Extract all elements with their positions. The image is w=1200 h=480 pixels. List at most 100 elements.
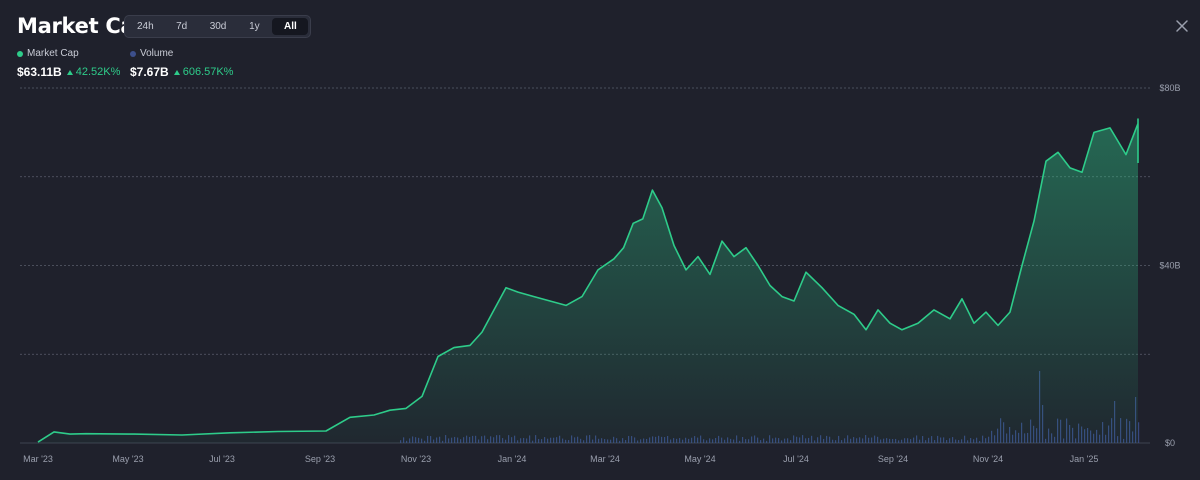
market-cap-point[interactable]: [612, 257, 616, 261]
volume-bar: [1138, 422, 1140, 443]
market-cap-point[interactable]: [516, 290, 520, 294]
market-cap-point[interactable]: [1080, 170, 1084, 174]
volume-metric: $7.67B 606.57K%: [130, 65, 233, 79]
market-cap-point[interactable]: [732, 255, 736, 259]
volume-change: 606.57K%: [173, 66, 233, 78]
market-cap-point[interactable]: [622, 246, 626, 250]
market-cap-point[interactable]: [984, 310, 988, 314]
market-cap-point[interactable]: [768, 283, 772, 287]
market-cap-point[interactable]: [1068, 166, 1072, 170]
market-cap-point[interactable]: [804, 270, 808, 274]
market-cap-point[interactable]: [1136, 122, 1140, 126]
market-cap-point[interactable]: [228, 431, 232, 435]
close-icon[interactable]: [1174, 18, 1190, 34]
market-cap-point[interactable]: [672, 244, 676, 248]
market-cap-point[interactable]: [660, 206, 664, 210]
market-cap-point[interactable]: [1136, 161, 1140, 165]
market-cap-change-text: 42.52K%: [75, 66, 121, 78]
market-cap-point[interactable]: [641, 217, 645, 221]
market-cap-line: [37, 118, 1139, 443]
market-cap-point[interactable]: [36, 440, 40, 444]
market-cap-point[interactable]: [1092, 130, 1096, 134]
market-cap-point[interactable]: [404, 406, 408, 410]
x-tick-label: Sep '23: [305, 454, 335, 464]
market-cap-point[interactable]: [684, 268, 688, 272]
x-tick-label: May '24: [684, 454, 715, 464]
market-cap-point[interactable]: [780, 295, 784, 299]
market-cap-point[interactable]: [960, 297, 964, 301]
legend-volume[interactable]: Volume: [130, 48, 173, 59]
market-cap-point[interactable]: [852, 312, 856, 316]
range-tab-24h[interactable]: 24h: [137, 21, 154, 32]
market-cap-point[interactable]: [1044, 159, 1048, 163]
x-tick-label: Jul '23: [209, 454, 235, 464]
market-cap-point[interactable]: [532, 295, 536, 299]
market-cap-area: [38, 119, 1138, 443]
range-tab-1y[interactable]: 1y: [249, 21, 260, 32]
market-cap-point[interactable]: [1008, 310, 1012, 314]
market-cap-point[interactable]: [372, 413, 376, 417]
market-cap-point[interactable]: [348, 415, 352, 419]
y-tick-label: $80B: [1159, 83, 1180, 93]
x-tick-label: Mar '23: [23, 454, 53, 464]
market-cap-point[interactable]: [864, 328, 868, 332]
market-cap-point[interactable]: [650, 188, 654, 192]
market-cap-point[interactable]: [180, 433, 184, 437]
market-cap-point[interactable]: [876, 308, 880, 312]
range-tab-30d[interactable]: 30d: [209, 21, 227, 32]
market-cap-point[interactable]: [948, 317, 952, 321]
market-cap-point[interactable]: [932, 308, 936, 312]
market-cap-point[interactable]: [720, 239, 724, 243]
x-tick-label: Sep '24: [878, 454, 908, 464]
market-cap-point[interactable]: [388, 408, 392, 412]
market-cap-point[interactable]: [1108, 126, 1112, 130]
market-cap-point[interactable]: [1124, 153, 1128, 157]
market-cap-point[interactable]: [696, 255, 700, 259]
time-range-selector: 24h 7d 30d 1y All: [124, 15, 312, 38]
market-cap-point[interactable]: [756, 264, 760, 268]
market-cap-point[interactable]: [596, 268, 600, 272]
market-cap-point[interactable]: [996, 323, 1000, 327]
market-cap-point[interactable]: [580, 295, 584, 299]
market-cap-point[interactable]: [1056, 150, 1060, 154]
market-cap-point[interactable]: [900, 328, 904, 332]
market-cap-point[interactable]: [548, 299, 552, 303]
range-tab-7d[interactable]: 7d: [176, 21, 188, 32]
market-cap-point[interactable]: [564, 303, 568, 307]
market-cap-point[interactable]: [52, 430, 56, 434]
market-cap-point[interactable]: [1020, 264, 1024, 268]
market-cap-change: 42.52K%: [66, 66, 121, 78]
market-cap-point[interactable]: [820, 286, 824, 290]
market-cap-point[interactable]: [492, 308, 496, 312]
x-tick-label: Jul '24: [783, 454, 809, 464]
market-cap-point[interactable]: [836, 303, 840, 307]
market-cap-point[interactable]: [480, 330, 484, 334]
market-cap-point[interactable]: [132, 432, 136, 436]
market-cap-point[interactable]: [324, 429, 328, 433]
legend-market-cap[interactable]: Market Cap: [17, 48, 79, 59]
market-cap-point[interactable]: [1032, 219, 1036, 223]
market-cap-point[interactable]: [972, 321, 976, 325]
market-cap-point[interactable]: [1136, 117, 1140, 121]
market-cap-point[interactable]: [276, 429, 280, 433]
market-cap-point[interactable]: [68, 432, 72, 436]
y-tick-label: $40B: [1159, 261, 1180, 271]
market-cap-point[interactable]: [436, 354, 440, 358]
legend-market-cap-label: Market Cap: [27, 48, 79, 59]
market-cap-point[interactable]: [708, 272, 712, 276]
market-cap-point[interactable]: [420, 394, 424, 398]
range-tab-all[interactable]: All: [272, 18, 309, 35]
market-cap-point[interactable]: [792, 299, 796, 303]
market-cap-point[interactable]: [916, 321, 920, 325]
x-tick-label: Nov '24: [973, 454, 1003, 464]
market-cap-point[interactable]: [631, 221, 635, 225]
market-cap-point[interactable]: [452, 346, 456, 350]
market-cap-point[interactable]: [504, 286, 508, 290]
market-cap-point[interactable]: [84, 432, 88, 436]
market-cap-point[interactable]: [468, 343, 472, 347]
market-cap-point[interactable]: [744, 246, 748, 250]
market-cap-point[interactable]: [888, 321, 892, 325]
x-tick-label: Mar '24: [590, 454, 620, 464]
y-tick-label: $0: [1165, 438, 1175, 448]
